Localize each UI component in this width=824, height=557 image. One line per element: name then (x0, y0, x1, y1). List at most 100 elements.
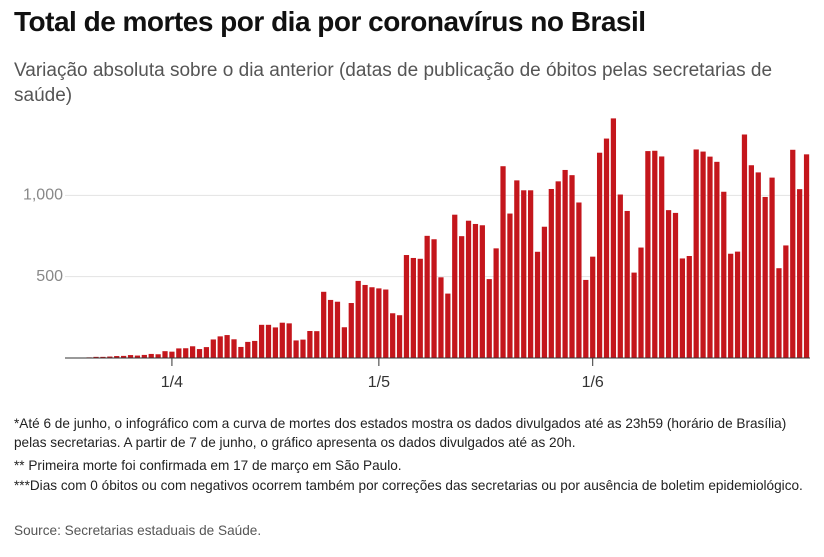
bar (155, 354, 161, 358)
bar (176, 348, 182, 358)
bar (638, 247, 644, 358)
bar (486, 279, 492, 358)
bar (162, 351, 168, 358)
bar (327, 299, 334, 358)
bar (431, 239, 437, 358)
bar (769, 177, 775, 358)
bar (576, 202, 582, 358)
bar (114, 356, 120, 358)
bar (203, 347, 210, 358)
y-tick-label: 500 (36, 268, 63, 285)
bar (369, 287, 375, 358)
bar (659, 156, 665, 358)
bar (472, 223, 479, 358)
bar (134, 355, 141, 358)
bar (348, 303, 354, 358)
bar (127, 355, 134, 358)
bar (534, 251, 541, 358)
bar (196, 349, 203, 358)
bar (672, 212, 679, 358)
bar (383, 289, 389, 358)
bar (569, 175, 575, 358)
bar (514, 180, 520, 358)
bar (596, 152, 603, 358)
bar (755, 172, 761, 358)
bar (169, 351, 175, 358)
bar (803, 154, 810, 358)
bar (617, 194, 623, 358)
bar (686, 256, 692, 358)
bar (424, 235, 430, 358)
bar (307, 330, 313, 358)
bar (665, 210, 672, 358)
bar (141, 354, 147, 358)
bar (728, 253, 734, 358)
bar (507, 213, 513, 358)
bar (300, 339, 306, 358)
bar (707, 156, 713, 358)
bar (438, 277, 444, 358)
bar (341, 327, 347, 358)
bar (721, 191, 727, 358)
bar (583, 279, 589, 358)
bar (762, 196, 768, 358)
bar (741, 134, 748, 358)
bar (417, 258, 423, 358)
bar (590, 256, 596, 358)
bar (217, 336, 223, 358)
bar (734, 251, 741, 358)
bar (210, 339, 216, 358)
bar (410, 257, 416, 358)
bar (183, 348, 189, 358)
bar (93, 356, 99, 358)
bar (652, 150, 658, 358)
bar (693, 149, 699, 358)
bar (355, 280, 361, 358)
bar (610, 118, 617, 358)
bar (548, 188, 554, 358)
x-tick-label: 1/5 (368, 374, 390, 391)
bar (645, 151, 651, 358)
bar (500, 166, 506, 358)
bar (714, 161, 720, 358)
bar (245, 341, 251, 358)
bar (790, 149, 796, 358)
bar (362, 284, 368, 358)
bar (783, 245, 789, 358)
bar (700, 151, 706, 358)
bar (224, 335, 230, 358)
bar (679, 258, 686, 358)
bar (403, 255, 410, 358)
chart-title: Total de mortes por dia por coronavírus … (14, 6, 646, 37)
bar (252, 340, 258, 358)
note: ***Dias com 0 óbitos ou com negativos oc… (14, 478, 803, 493)
bar (797, 189, 803, 358)
bar (528, 190, 534, 358)
bar (459, 236, 465, 358)
bar (748, 165, 754, 358)
bar (493, 248, 499, 358)
bar (465, 220, 472, 358)
bar (396, 315, 403, 358)
bar (390, 313, 396, 358)
chart-subtitle: Variação absoluta sobre o dia anterior (… (14, 60, 773, 106)
bar (334, 301, 341, 358)
bar (521, 190, 527, 358)
bar (107, 356, 113, 358)
bar (100, 356, 106, 358)
bar (314, 331, 320, 358)
bar (293, 340, 299, 358)
bar (238, 346, 244, 358)
bar (279, 322, 285, 358)
bar (555, 181, 561, 358)
source: Source: Secretarias estaduais de Saúde. (14, 523, 262, 538)
bar (445, 293, 451, 358)
bar (189, 346, 196, 358)
bar (624, 210, 630, 358)
bar (479, 225, 485, 358)
bar (631, 272, 637, 358)
bar (603, 138, 610, 358)
bar (148, 353, 154, 358)
bar (321, 291, 327, 358)
